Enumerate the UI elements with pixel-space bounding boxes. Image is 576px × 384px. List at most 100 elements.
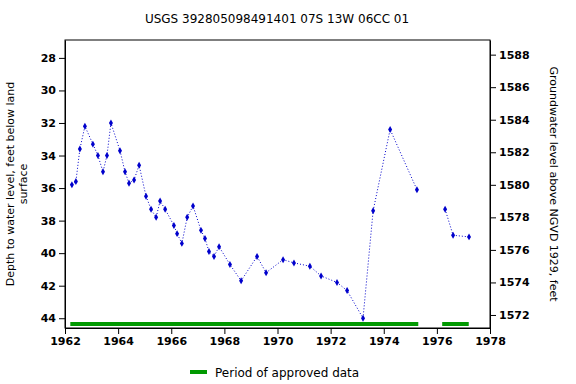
tick-label: 1588	[499, 49, 530, 62]
tick-label: 1576	[499, 244, 530, 257]
tick-mark	[59, 123, 65, 124]
data-point	[91, 141, 95, 148]
tick: 1574	[490, 276, 530, 289]
data-point	[70, 181, 74, 188]
data-point	[451, 232, 455, 239]
data-point	[292, 259, 296, 266]
tick-mark	[59, 58, 65, 59]
tick: 1970	[263, 328, 294, 348]
data-point	[109, 120, 113, 127]
tick-label: 1978	[475, 335, 506, 348]
tick: 1586	[490, 81, 530, 94]
tick: 36	[41, 182, 65, 195]
axis-line	[490, 41, 491, 329]
chart: 1962 1964 1966 1968 1970 1972 1974 1976 1978 28 30…	[0, 0, 576, 384]
tick-label: 1586	[499, 81, 530, 94]
tick-mark	[65, 328, 66, 334]
data-point	[191, 202, 195, 209]
tick: 1968	[210, 328, 241, 348]
data-point	[127, 180, 131, 187]
tick-label: 42	[41, 280, 56, 293]
tick-mark	[278, 328, 279, 334]
data-point	[415, 186, 419, 193]
tick-label: 1966	[156, 335, 187, 348]
tick-label: 32	[41, 117, 56, 130]
tick-mark	[490, 185, 496, 186]
tick-label: 44	[41, 312, 57, 325]
tick-mark	[490, 315, 496, 316]
tick-mark	[118, 328, 119, 334]
data-point	[118, 147, 122, 154]
data-point	[158, 198, 162, 205]
title: USGS 392805098491401 07S 13W 06CC 01	[145, 12, 409, 26]
tick: 38	[41, 215, 65, 228]
data-point	[96, 152, 100, 159]
data-point	[361, 315, 365, 322]
data-point	[264, 269, 268, 276]
tick-label: 1578	[499, 211, 530, 224]
y-axis-title: Depth to water level, feet below land	[4, 82, 17, 287]
tick-label: 1584	[499, 114, 530, 127]
tick-mark	[490, 250, 496, 251]
tick-label: 36	[41, 182, 57, 195]
tick: 1976	[422, 328, 453, 348]
tick-mark	[224, 328, 225, 334]
plot-area	[70, 120, 471, 324]
legend-label: Period of approved data	[215, 366, 359, 380]
tick-mark	[490, 328, 491, 334]
data-point	[371, 207, 375, 214]
tick-label: 1964	[103, 335, 134, 348]
tick-mark	[384, 328, 385, 334]
tick-label: 34	[41, 150, 57, 163]
data-point	[345, 287, 349, 294]
tick: 1572	[490, 309, 530, 322]
tick-mark	[490, 120, 496, 121]
data-point	[199, 227, 203, 234]
tick-mark	[59, 318, 65, 319]
data-point	[74, 178, 78, 185]
tick: 1974	[369, 328, 400, 348]
tick: 40	[41, 247, 65, 260]
tick-label: 28	[41, 52, 56, 65]
tick-label: 1968	[210, 335, 241, 348]
tick: 1580	[490, 179, 530, 192]
tick-label: 30	[41, 84, 57, 97]
series-line	[72, 123, 469, 318]
tick-mark	[490, 87, 496, 88]
tick-mark	[171, 328, 172, 334]
tick-label: 1580	[499, 179, 530, 192]
tick: 34	[41, 150, 65, 163]
data-point	[308, 263, 312, 270]
tick: 1582	[490, 146, 530, 159]
tick-label: 1974	[369, 335, 400, 348]
tick: 32	[41, 117, 65, 130]
tick-label: 40	[41, 247, 57, 260]
tick-label: 1970	[263, 335, 294, 348]
data-point	[132, 176, 136, 183]
data-point	[101, 168, 105, 175]
data-point	[123, 168, 127, 175]
y2-axis-title: Groundwater level above NGVD 1929, feet	[547, 66, 560, 302]
tick-mark	[490, 282, 496, 283]
plot-frame	[65, 40, 490, 328]
data-point	[335, 279, 339, 286]
data-point	[319, 272, 323, 279]
background	[0, 0, 576, 384]
tick: 1972	[316, 328, 347, 348]
tick-label: 1972	[316, 335, 347, 348]
tick-label: 1582	[499, 146, 530, 159]
tick-mark	[59, 90, 65, 91]
tick-label: 1962	[50, 335, 81, 348]
tick: 1978	[475, 328, 506, 348]
data-point	[207, 248, 211, 255]
tick-label: 1572	[499, 309, 530, 322]
tick-mark	[59, 286, 65, 287]
data-point	[239, 277, 243, 284]
data-point	[163, 206, 167, 213]
axis-line	[65, 41, 66, 329]
tick-label: 38	[41, 215, 56, 228]
tick-mark	[331, 328, 332, 334]
data-point	[203, 235, 207, 242]
tick-label: 1574	[499, 276, 530, 289]
data-point	[83, 123, 87, 130]
